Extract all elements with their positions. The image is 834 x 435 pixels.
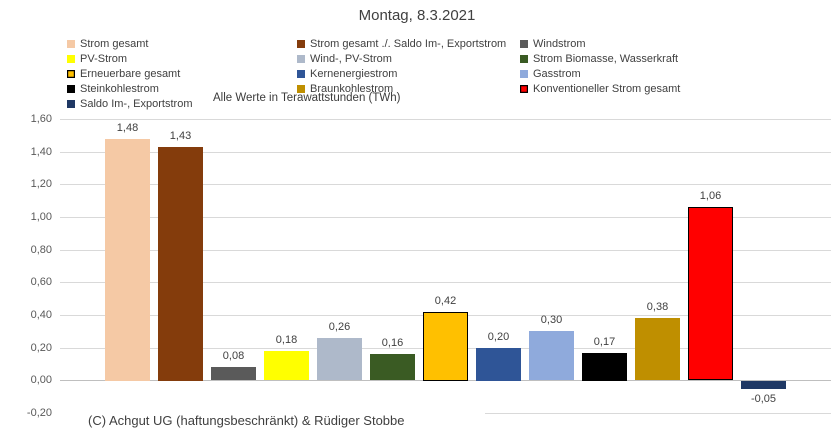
legend-item: Braunkohlestrom xyxy=(297,83,393,97)
legend-item-label: Erneuerbare gesamt xyxy=(80,68,181,80)
y-axis-tick-label: 0,00 xyxy=(30,374,52,386)
chart-title: Montag, 8.3.2021 xyxy=(358,7,476,24)
gridline xyxy=(60,152,831,153)
bar-erneuerbare-gesamt xyxy=(423,312,468,381)
bar-value-label: 0,08 xyxy=(222,350,245,362)
bar-strom-biomasse-wasserkraft xyxy=(370,354,415,380)
legend-swatch-icon xyxy=(520,54,528,63)
y-axis-tick-label: -0,20 xyxy=(26,407,52,419)
legend-item-label: Saldo Im-, Exportstrom xyxy=(80,98,193,110)
bar-braunkohlestrom xyxy=(635,318,680,380)
y-axis-tick-label: 1,00 xyxy=(30,211,52,223)
legend-item-label: Gasstrom xyxy=(533,68,581,80)
bar-value-label: 0,26 xyxy=(328,321,351,333)
bar-pv-strom xyxy=(264,351,309,380)
legend-item-label: Braunkohlestrom xyxy=(310,83,394,95)
bar-value-label: 0,42 xyxy=(434,295,457,307)
legend-swatch-icon xyxy=(67,54,75,63)
legend-item: Wind-, PV-Strom xyxy=(297,53,392,67)
gridline xyxy=(60,250,831,251)
bar-value-label: -0,05 xyxy=(750,393,777,405)
bar-value-label: 0,20 xyxy=(487,331,510,343)
legend-swatch-icon xyxy=(67,99,75,108)
legend-item-label: Steinkohlestrom xyxy=(80,83,159,95)
legend-swatch-icon xyxy=(297,54,305,63)
legend-swatch-icon xyxy=(67,84,75,93)
legend-swatch-icon xyxy=(297,84,305,93)
bar-strom-gesamt-saldo-im-exportstrom xyxy=(158,147,203,381)
legend-item: Konventioneller Strom gesamt xyxy=(520,83,680,97)
bar-windstrom xyxy=(211,367,256,380)
legend-item-label: PV-Strom xyxy=(80,53,128,65)
legend-item: Strom gesamt xyxy=(67,38,148,52)
legend-swatch-icon xyxy=(520,69,528,78)
legend-item-label: Windstrom xyxy=(533,38,586,50)
gridline xyxy=(60,217,831,218)
bar-value-label: 0,17 xyxy=(593,336,616,348)
bar-steinkohlestrom xyxy=(582,353,627,381)
bar-value-label: 0,38 xyxy=(646,301,669,313)
legend-swatch-icon xyxy=(520,84,528,93)
legend-item: Gasstrom xyxy=(520,68,581,82)
plot-area: 1,60 1,40 1,20 1,00 0,80 0,60 0,40 0,20 0,00 -0,2… xyxy=(27,113,831,419)
legend-item: Strom Biomasse, Wasserkraft xyxy=(520,53,678,67)
bar-konventioneller-strom-gesamt xyxy=(688,207,733,380)
legend-item-label: Kernenergiestrom xyxy=(310,68,398,80)
bar-value-label: 0,16 xyxy=(381,337,404,349)
bar-value-label: 0,18 xyxy=(275,334,298,346)
y-axis-tick-label: 0,60 xyxy=(30,276,52,288)
legend-item-label: Strom gesamt ./. Saldo Im-, Exportstrom xyxy=(310,38,507,50)
gridline xyxy=(485,413,831,414)
bar-strom-gesamt xyxy=(105,139,150,381)
legend-item-label: Strom gesamt xyxy=(80,38,149,50)
bar-kernenergiestrom xyxy=(476,348,521,381)
copyright-note: (C) Achgut UG (haftungsbeschränkt) & Rüd… xyxy=(87,412,411,430)
y-axis-tick-label: 1,40 xyxy=(30,146,52,158)
bar-value-label: 1,48 xyxy=(116,122,139,134)
bar-value-label: 0,30 xyxy=(540,314,563,326)
y-axis-tick-label: 1,60 xyxy=(30,113,52,125)
legend-item: Windstrom xyxy=(520,38,586,52)
legend-item: Saldo Im-, Exportstrom xyxy=(67,98,192,112)
bar-saldo-im-exportstrom xyxy=(741,381,786,389)
legend-swatch-icon xyxy=(520,39,528,48)
legend-swatch-icon xyxy=(67,39,75,48)
legend-swatch-icon xyxy=(297,39,305,48)
legend-item-label: Wind-, PV-Strom xyxy=(310,53,392,65)
gridline xyxy=(60,282,831,283)
bar-gasstrom xyxy=(529,331,574,380)
legend-item: PV-Strom xyxy=(67,53,127,67)
legend-swatch-icon xyxy=(297,69,305,78)
legend-item: Steinkohlestrom xyxy=(67,83,159,97)
y-axis-tick-label: 1,20 xyxy=(30,178,52,190)
gridline xyxy=(60,184,831,185)
gridline xyxy=(60,119,831,120)
y-axis-tick-label: 0,80 xyxy=(30,244,52,256)
legend-item: Erneuerbare gesamt xyxy=(67,68,180,82)
legend-item: Kernenergiestrom xyxy=(297,68,397,82)
legend-item: Strom gesamt ./. Saldo Im-, Exportstrom xyxy=(297,38,506,52)
chart-subtitle: Alle Werte in Terawattstunden (TWh) xyxy=(213,92,401,104)
y-axis-tick-label: 0,20 xyxy=(30,342,52,354)
bar-value-label: 1,43 xyxy=(169,130,192,142)
y-axis-tick-label: 0,40 xyxy=(30,309,52,321)
legend-swatch-icon xyxy=(67,69,75,78)
bar-wind-pv-strom xyxy=(317,338,362,380)
bar-value-label: 1,06 xyxy=(699,190,722,202)
legend-item-label: Konventioneller Strom gesamt xyxy=(533,83,681,95)
legend-item-label: Strom Biomasse, Wasserkraft xyxy=(533,53,679,65)
